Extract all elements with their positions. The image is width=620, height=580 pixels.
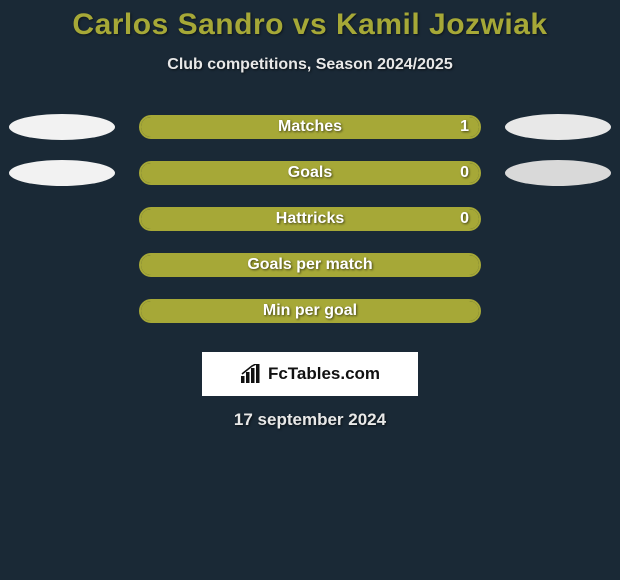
stat-bar: Min per goal [139,299,481,323]
stat-row: Goals 0 [0,150,620,196]
stat-value: 0 [460,164,469,182]
player-left-marker [9,160,115,186]
stat-row: Min per goal [0,288,620,334]
player-left-marker [9,114,115,140]
stat-label: Matches [278,118,342,136]
stat-bar: Matches 1 [139,115,481,139]
date-text: 17 september 2024 [0,410,620,430]
chart-icon [240,364,262,384]
stat-label: Hattricks [276,210,344,228]
stat-bar: Goals per match [139,253,481,277]
player-right-marker [505,114,611,140]
stat-value: 0 [460,210,469,228]
stat-value: 1 [460,118,469,136]
stat-label: Goals [288,164,332,182]
stat-row: Matches 1 [0,104,620,150]
stat-bar: Hattricks 0 [139,207,481,231]
page-title: Carlos Sandro vs Kamil Jozwiak [0,8,620,42]
stat-label: Min per goal [263,302,357,320]
comparison-card: Carlos Sandro vs Kamil Jozwiak Club comp… [0,0,620,430]
player-right-marker [505,160,611,186]
stat-row: Hattricks 0 [0,196,620,242]
stats-area: Matches 1 Goals 0 Hattricks 0 Goals per match M… [0,104,620,334]
subtitle: Club competitions, Season 2024/2025 [0,56,620,74]
stat-label: Goals per match [247,256,372,274]
stat-bar: Goals 0 [139,161,481,185]
brand-text: FcTables.com [268,364,380,384]
brand-badge[interactable]: FcTables.com [202,352,418,396]
stat-row: Goals per match [0,242,620,288]
